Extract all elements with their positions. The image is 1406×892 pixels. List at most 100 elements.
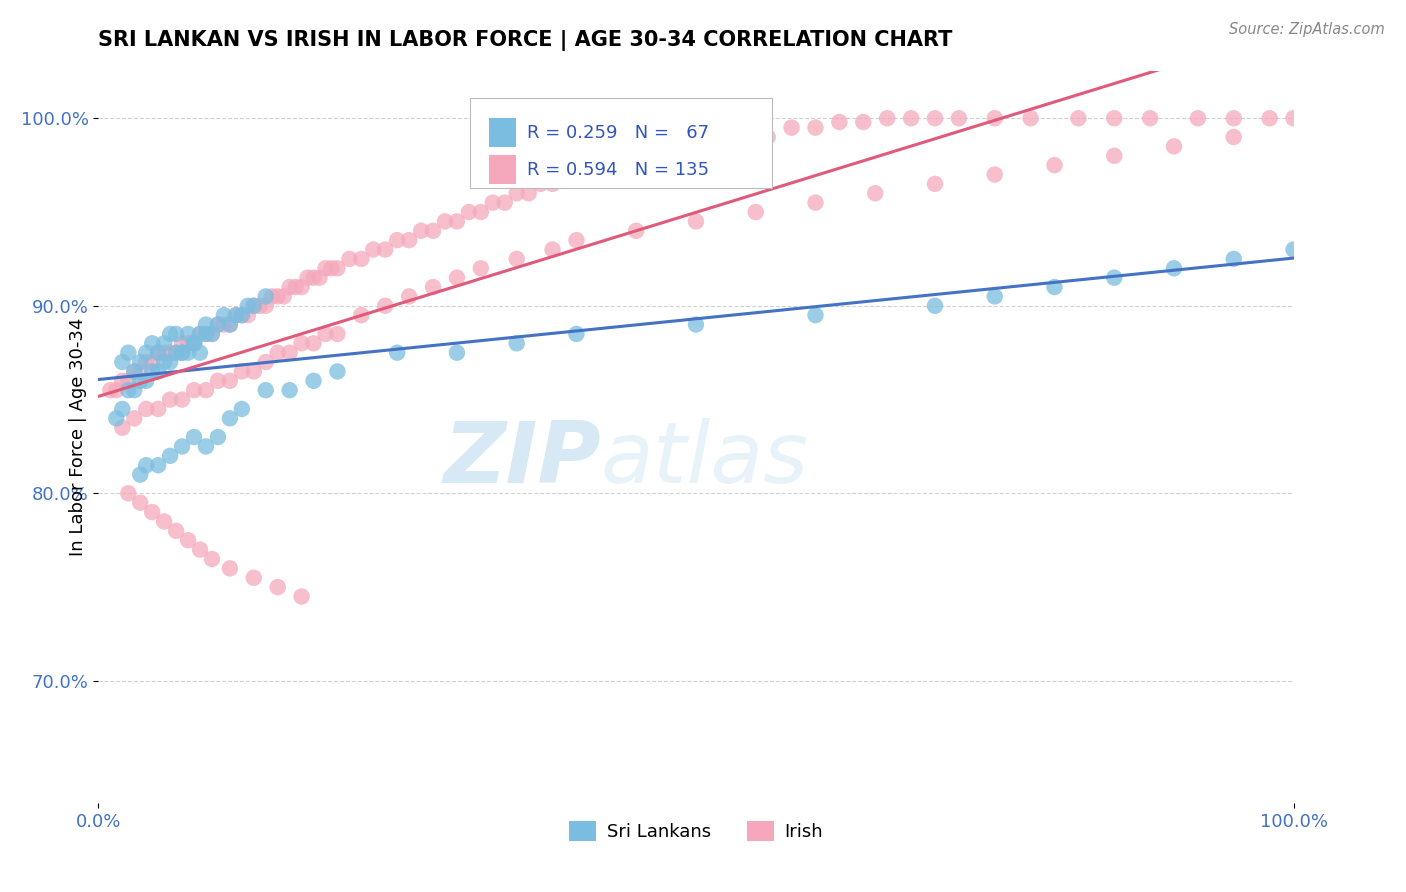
- Point: [278, 383, 301, 397]
- Point: [195, 383, 218, 397]
- Point: [141, 336, 163, 351]
- Point: [780, 120, 803, 135]
- Point: [804, 120, 827, 135]
- Point: [148, 345, 170, 359]
- Point: [422, 280, 444, 294]
- Point: [165, 326, 187, 341]
- Point: [124, 364, 146, 378]
- Point: [291, 280, 314, 294]
- Point: [517, 186, 540, 201]
- Point: [446, 214, 468, 228]
- Point: [207, 374, 229, 388]
- Point: [948, 112, 970, 126]
- Point: [129, 364, 152, 378]
- Point: [321, 261, 343, 276]
- Point: [148, 345, 170, 359]
- Point: [626, 224, 648, 238]
- Point: [231, 364, 253, 378]
- Point: [172, 345, 194, 359]
- Point: [183, 383, 205, 397]
- Point: [183, 430, 205, 444]
- Point: [153, 336, 176, 351]
- Point: [135, 355, 157, 369]
- Point: [1282, 243, 1305, 257]
- Point: [183, 336, 205, 351]
- Point: [159, 355, 181, 369]
- Point: [745, 205, 768, 219]
- Point: [434, 214, 457, 228]
- Point: [398, 289, 420, 303]
- Point: [374, 243, 396, 257]
- Text: atlas: atlas: [600, 417, 808, 500]
- Point: [135, 374, 157, 388]
- Point: [1019, 112, 1042, 126]
- Point: [374, 299, 396, 313]
- Point: [733, 130, 755, 145]
- Point: [172, 345, 194, 359]
- Point: [984, 168, 1007, 182]
- Point: [243, 299, 266, 313]
- Point: [613, 158, 636, 172]
- Point: [506, 252, 529, 266]
- Point: [637, 149, 659, 163]
- Point: [159, 326, 181, 341]
- Point: [153, 345, 176, 359]
- Point: [129, 467, 152, 482]
- Point: [212, 318, 235, 332]
- Point: [385, 345, 409, 359]
- Point: [243, 571, 266, 585]
- Point: [1139, 112, 1161, 126]
- Point: [148, 401, 170, 416]
- Point: [129, 374, 152, 388]
- Point: [153, 515, 176, 529]
- Point: [565, 233, 588, 247]
- Point: [1223, 112, 1246, 126]
- Point: [565, 326, 588, 341]
- Point: [267, 580, 290, 594]
- Point: [236, 299, 259, 313]
- Point: [159, 449, 181, 463]
- Point: [135, 401, 157, 416]
- Point: [165, 345, 187, 359]
- Text: ZIP: ZIP: [443, 417, 600, 500]
- Point: [1163, 261, 1185, 276]
- Point: [541, 177, 564, 191]
- Point: [254, 299, 277, 313]
- Point: [195, 440, 218, 454]
- Point: [422, 224, 444, 238]
- Point: [685, 139, 707, 153]
- Point: [1282, 112, 1305, 126]
- Point: [302, 336, 325, 351]
- Point: [541, 243, 564, 257]
- Point: [172, 392, 194, 407]
- Point: [219, 561, 242, 575]
- FancyBboxPatch shape: [470, 98, 772, 187]
- Point: [924, 112, 946, 126]
- Point: [148, 364, 170, 378]
- Point: [225, 308, 247, 322]
- Point: [243, 299, 266, 313]
- Point: [589, 158, 612, 172]
- Point: [135, 458, 157, 473]
- Point: [188, 326, 211, 341]
- Point: [219, 318, 242, 332]
- Point: [852, 115, 875, 129]
- Point: [411, 224, 433, 238]
- Point: [231, 401, 253, 416]
- Point: [685, 318, 707, 332]
- Point: [254, 355, 277, 369]
- Point: [195, 326, 218, 341]
- Point: [506, 186, 529, 201]
- Point: [117, 383, 139, 397]
- Point: [177, 533, 200, 548]
- Point: [900, 112, 922, 126]
- Point: [350, 252, 373, 266]
- Point: [111, 401, 134, 416]
- Point: [302, 374, 325, 388]
- Point: [273, 289, 295, 303]
- Point: [195, 318, 218, 332]
- Point: [207, 318, 229, 332]
- Point: [315, 261, 337, 276]
- Point: [98, 383, 122, 397]
- Point: [201, 326, 224, 341]
